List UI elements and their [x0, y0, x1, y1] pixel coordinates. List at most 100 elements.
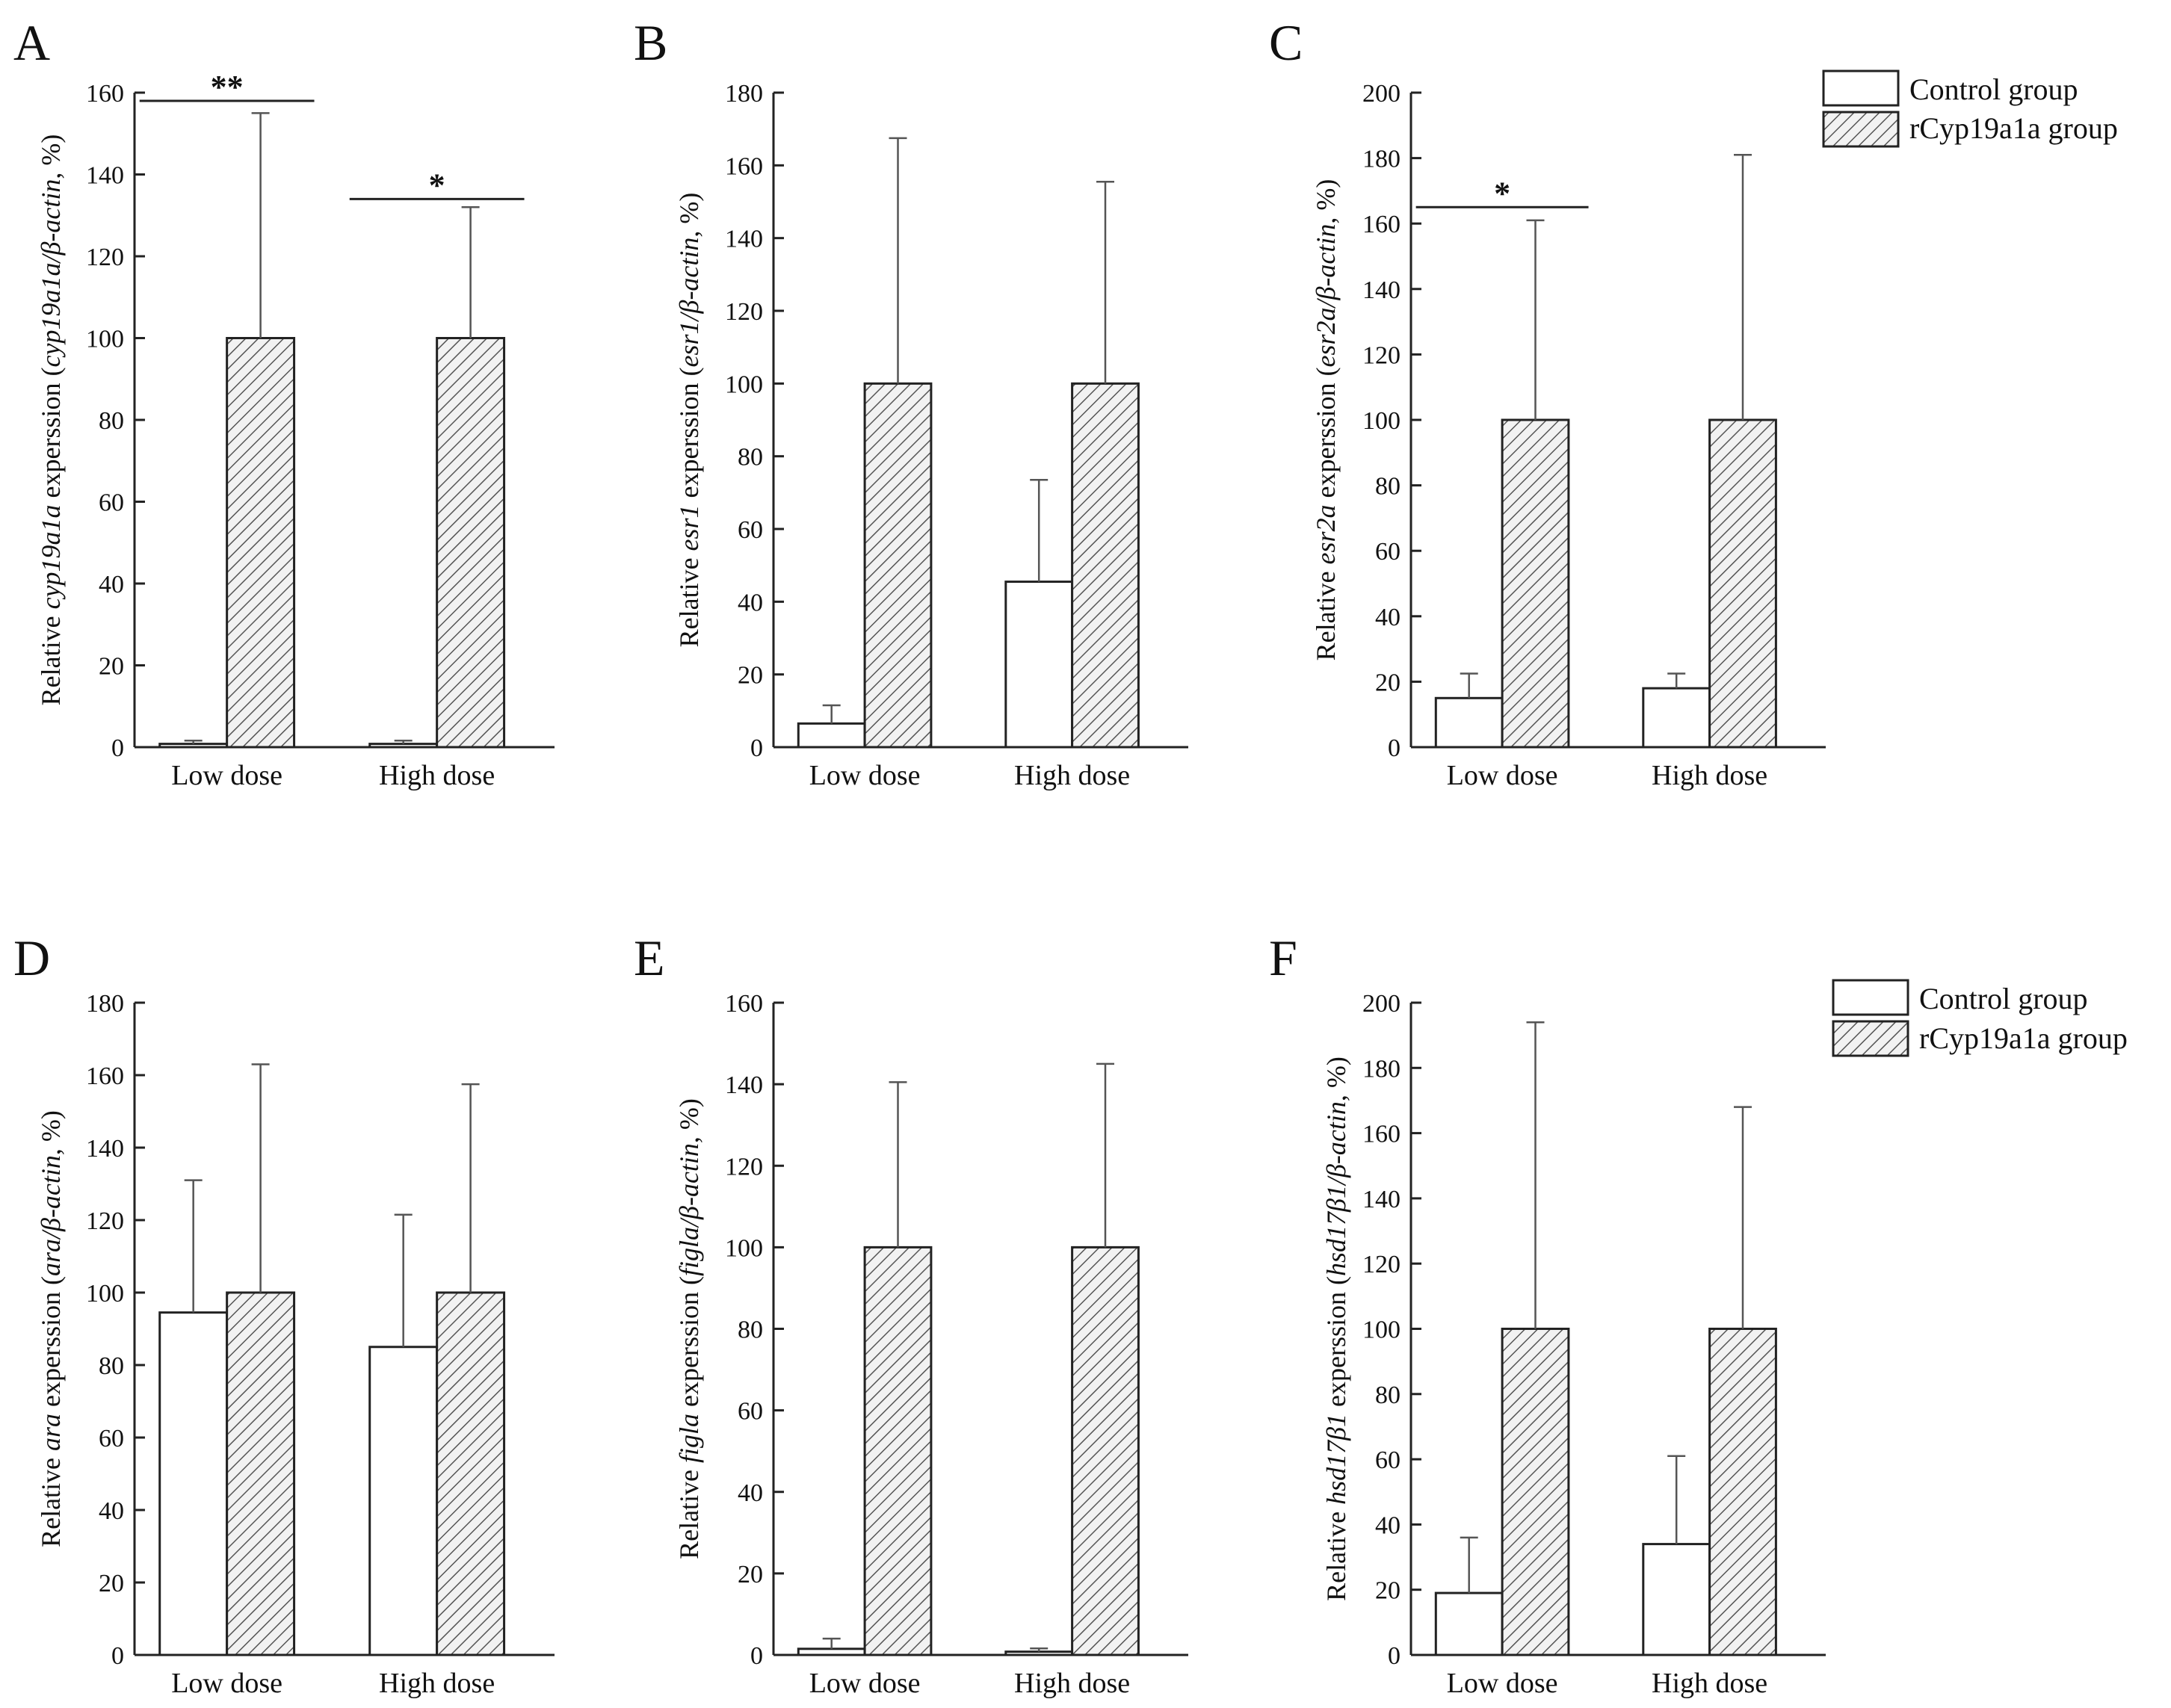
- y-tick-label: 20: [99, 1570, 124, 1597]
- chart-panels: A 0 20 40 60 80 100 120 140 160 Relative cyp19a1a …: [13, 14, 1826, 1699]
- significance-label: *: [429, 167, 445, 203]
- y-tick-label: 40: [99, 571, 124, 598]
- y-tick-label: 20: [99, 653, 124, 681]
- y-tick-label: 0: [111, 1642, 124, 1670]
- y-tick-label: 100: [86, 326, 124, 353]
- y-axis-label: Relative cyp19a1a experssion (cyp19a1a/β…: [36, 134, 66, 706]
- y-axis-label: Relative esr2a experssion (esr2a/β-actin…: [1311, 179, 1341, 661]
- y-tick-label: 80: [738, 1316, 763, 1344]
- y-tick-label: 60: [738, 1398, 763, 1426]
- x-category-label: Low dose: [809, 760, 921, 791]
- y-tick-label: 0: [1388, 734, 1401, 762]
- y-tick-label: 140: [725, 226, 763, 253]
- y-tick-label: 20: [738, 662, 763, 690]
- y-tick-label: 60: [1375, 538, 1401, 566]
- y-tick-label: 80: [1375, 1381, 1401, 1409]
- x-category-label: High dose: [379, 1668, 495, 1699]
- bar-rcyp19a1a: [436, 1291, 506, 1656]
- y-axis-label: Relative hsd17β1 experssion (hsd17β1/β-a…: [1321, 1056, 1351, 1601]
- y-tick-label: 100: [725, 1234, 763, 1262]
- y-tick-label: 0: [750, 734, 763, 762]
- y-tick-label: 180: [725, 80, 763, 108]
- y-tick-label: 20: [1375, 669, 1401, 696]
- panel-letter: B: [634, 14, 667, 71]
- y-axis-label: Relative figla experssion (figla/β-actin…: [674, 1098, 704, 1559]
- legend-top-control-label: Control group: [1909, 72, 2078, 106]
- y-tick-label: 40: [1375, 604, 1401, 631]
- y-tick-label: 20: [1375, 1577, 1401, 1605]
- y-tick-label: 200: [1362, 990, 1401, 1018]
- y-tick-label: 160: [86, 1062, 124, 1090]
- x-category-label: High dose: [379, 760, 495, 791]
- bar-control: [1004, 581, 1074, 749]
- y-tick-label: 120: [86, 1207, 124, 1235]
- significance-label: *: [1494, 175, 1510, 211]
- y-tick-label: 40: [1375, 1511, 1401, 1539]
- panel-letter: D: [13, 929, 50, 986]
- x-category-label: High dose: [1014, 1668, 1130, 1699]
- x-category-label: Low dose: [1447, 760, 1558, 791]
- y-tick-label: 40: [738, 1479, 763, 1507]
- legend-bottom-treated-swatch: [1832, 1020, 1909, 1057]
- y-tick-label: 140: [86, 1135, 124, 1163]
- panel-letter: C: [1269, 14, 1303, 71]
- y-tick-label: 140: [86, 162, 124, 190]
- y-tick-label: 60: [99, 489, 124, 517]
- y-tick-label: 160: [1362, 211, 1401, 238]
- bar-rcyp19a1a: [863, 382, 933, 749]
- legend-bottom: Control group rCyp19a1a group: [1832, 979, 2128, 1057]
- panel-letter: E: [634, 929, 665, 986]
- y-tick-label: 140: [725, 1071, 763, 1099]
- panel-c: C 0 20 40 60 80 100 120 140 160 180 200 Relative esr…: [1269, 14, 1826, 791]
- y-tick-label: 0: [111, 734, 124, 762]
- legend-top-treated-swatch: [1822, 111, 1900, 148]
- legend-bottom-control-swatch: [1832, 979, 1909, 1016]
- y-tick-label: 80: [1375, 473, 1401, 501]
- y-tick-label: 80: [99, 1352, 124, 1380]
- legend-top-treated-label: rCyp19a1a group: [1909, 111, 2118, 145]
- significance-label: **: [211, 69, 244, 105]
- bar-rcyp19a1a: [1501, 418, 1570, 749]
- y-tick-label: 100: [725, 371, 763, 398]
- y-tick-label: 60: [99, 1425, 124, 1452]
- panel-letter: F: [1269, 929, 1297, 986]
- y-axis-label: Relative ara experssion (ara/β-actin, %): [36, 1110, 66, 1547]
- panel-a: A 0 20 40 60 80 100 120 140 160 Relative cyp19a1a …: [13, 14, 555, 791]
- bar-rcyp19a1a: [226, 1291, 296, 1656]
- x-category-label: Low dose: [1447, 1668, 1558, 1699]
- y-tick-label: 100: [86, 1280, 124, 1308]
- y-axis-label: Relative esr1 experssion (esr1/β-actin, …: [674, 193, 704, 648]
- y-tick-label: 80: [99, 407, 124, 435]
- panel-d: D 0 20 40 60 80 100 120 140 160 180 Relative ara ex…: [13, 929, 555, 1699]
- panel-f: F 0 20 40 60 80 100 120 140 160 180 200 Relative hsd…: [1269, 929, 1826, 1699]
- y-tick-label: 60: [1375, 1446, 1401, 1474]
- y-tick-label: 160: [725, 152, 763, 180]
- bar-rcyp19a1a: [1708, 1328, 1777, 1656]
- y-tick-label: 80: [738, 444, 763, 471]
- y-tick-label: 20: [738, 1561, 763, 1588]
- bar-control: [1434, 1591, 1504, 1656]
- x-category-label: Low dose: [171, 760, 282, 791]
- legend-bottom-control-label: Control group: [1919, 982, 2088, 1015]
- bar-control: [1642, 687, 1711, 749]
- y-tick-label: 120: [1362, 341, 1401, 369]
- y-tick-label: 60: [738, 516, 763, 544]
- panel-letter: A: [13, 14, 50, 71]
- bar-rcyp19a1a: [436, 337, 506, 749]
- bar-rcyp19a1a: [1708, 418, 1777, 749]
- y-tick-label: 100: [1362, 1316, 1401, 1344]
- legend-top: Control group rCyp19a1a group: [1822, 69, 2118, 148]
- bar-control: [797, 1647, 866, 1656]
- bar-control: [368, 1346, 439, 1656]
- bar-control: [368, 743, 439, 749]
- y-tick-label: 0: [750, 1642, 763, 1670]
- y-tick-label: 140: [1362, 276, 1401, 304]
- bar-control: [158, 1311, 229, 1656]
- bar-control: [797, 722, 866, 749]
- bar-rcyp19a1a: [226, 337, 296, 749]
- y-tick-label: 40: [738, 589, 763, 616]
- y-tick-label: 160: [1362, 1121, 1401, 1148]
- y-tick-label: 0: [1388, 1642, 1401, 1670]
- y-tick-label: 140: [1362, 1186, 1401, 1213]
